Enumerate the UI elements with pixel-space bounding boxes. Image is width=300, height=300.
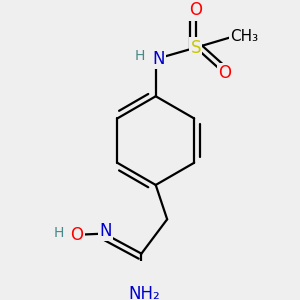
Text: O: O <box>218 64 231 82</box>
Text: H: H <box>135 49 145 63</box>
Text: NH₂: NH₂ <box>128 285 160 300</box>
Text: N: N <box>99 222 112 240</box>
Text: CH₃: CH₃ <box>230 29 259 44</box>
Text: O: O <box>70 226 83 244</box>
Text: H: H <box>53 226 64 240</box>
Text: N: N <box>152 50 165 68</box>
Text: S: S <box>190 39 201 57</box>
Text: O: O <box>189 2 202 20</box>
